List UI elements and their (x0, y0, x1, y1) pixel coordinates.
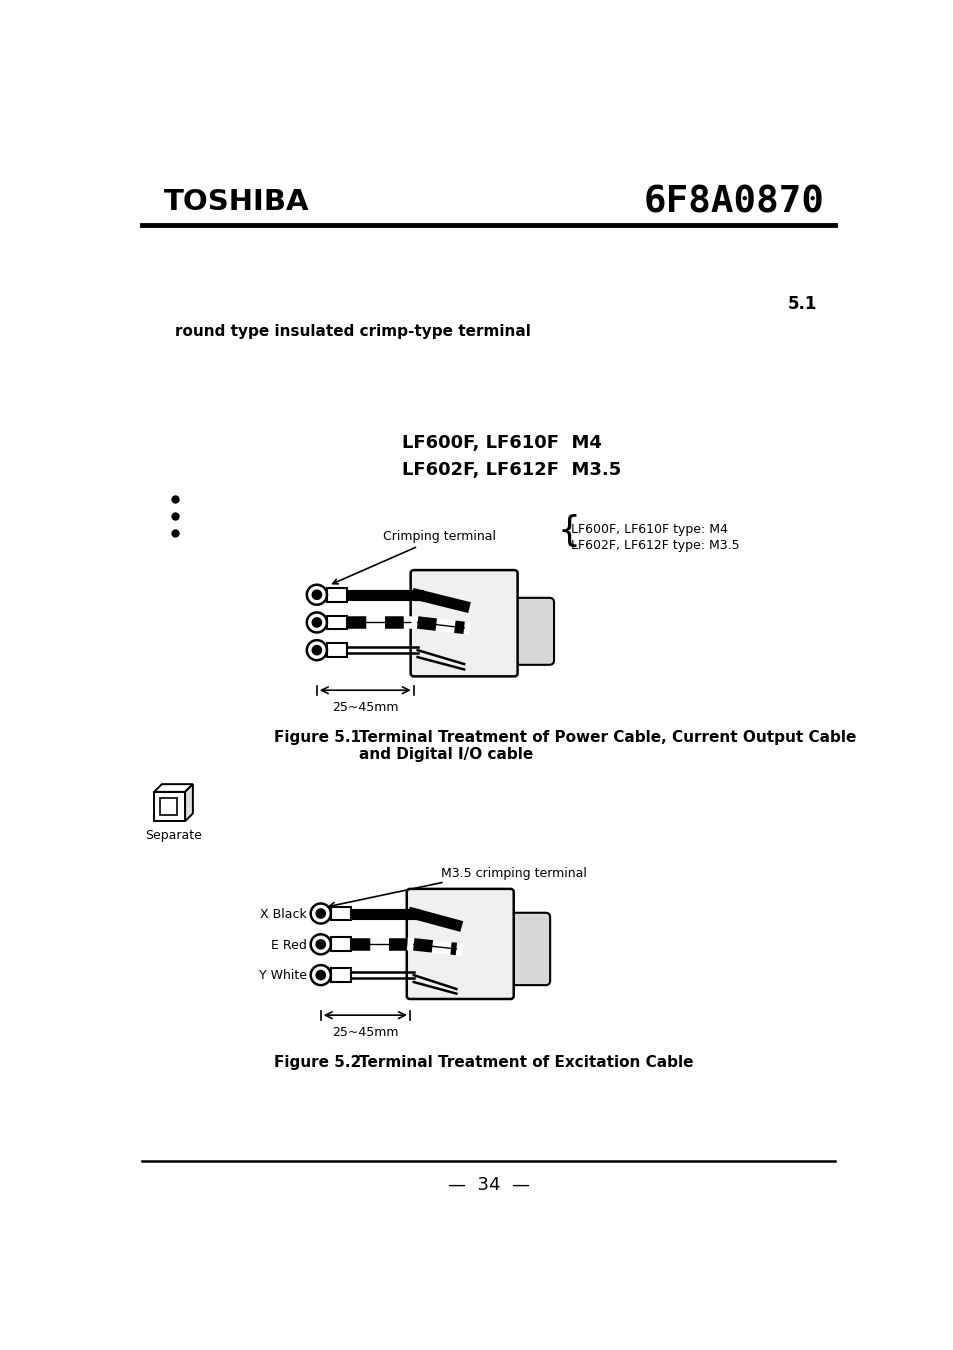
Polygon shape (185, 784, 193, 821)
Circle shape (315, 971, 325, 980)
FancyBboxPatch shape (327, 616, 347, 629)
Text: Separate: Separate (145, 829, 202, 842)
Text: E Red: E Red (271, 938, 307, 952)
FancyBboxPatch shape (331, 968, 351, 981)
FancyBboxPatch shape (509, 598, 554, 664)
Text: Figure 5.1: Figure 5.1 (274, 730, 361, 745)
Text: round type insulated crimp-type terminal: round type insulated crimp-type terminal (174, 324, 531, 339)
Text: 6F8A0870: 6F8A0870 (643, 184, 823, 220)
FancyBboxPatch shape (331, 937, 351, 952)
Circle shape (312, 590, 321, 599)
FancyBboxPatch shape (406, 888, 513, 999)
Text: LF602F, LF612F type: M3.5: LF602F, LF612F type: M3.5 (571, 539, 739, 552)
Text: TOSHIBA: TOSHIBA (164, 188, 310, 216)
FancyBboxPatch shape (327, 587, 347, 602)
Text: 25~45mm: 25~45mm (332, 701, 398, 714)
Text: LF600F, LF610F type: M4: LF600F, LF610F type: M4 (571, 524, 727, 536)
Text: 5.1: 5.1 (786, 296, 816, 313)
Text: —  34  —: — 34 — (448, 1176, 529, 1193)
Text: Terminal Treatment of Power Cable, Current Output Cable: Terminal Treatment of Power Cable, Curre… (359, 730, 856, 745)
Text: Figure 5.2: Figure 5.2 (274, 1056, 361, 1071)
Text: X Black: X Black (260, 907, 307, 921)
Circle shape (312, 618, 321, 628)
Text: {: { (557, 514, 579, 548)
Text: Crimping terminal: Crimping terminal (333, 531, 496, 585)
Circle shape (315, 909, 325, 918)
Text: LF602F, LF612F  M3.5: LF602F, LF612F M3.5 (402, 460, 620, 479)
Text: M3.5 crimping terminal: M3.5 crimping terminal (440, 868, 586, 880)
Circle shape (312, 645, 321, 655)
FancyBboxPatch shape (160, 798, 177, 815)
Text: and Digital I/O cable: and Digital I/O cable (359, 747, 533, 763)
FancyBboxPatch shape (505, 913, 550, 986)
Polygon shape (154, 784, 193, 792)
Text: Terminal Treatment of Excitation Cable: Terminal Treatment of Excitation Cable (359, 1056, 693, 1071)
Text: 25~45mm: 25~45mm (332, 1026, 398, 1040)
FancyBboxPatch shape (327, 643, 347, 657)
Circle shape (315, 940, 325, 949)
Text: LF600F, LF610F  M4: LF600F, LF610F M4 (402, 435, 601, 452)
FancyBboxPatch shape (331, 907, 351, 921)
FancyBboxPatch shape (154, 792, 185, 821)
Text: Y White: Y White (258, 969, 307, 983)
FancyBboxPatch shape (410, 570, 517, 676)
